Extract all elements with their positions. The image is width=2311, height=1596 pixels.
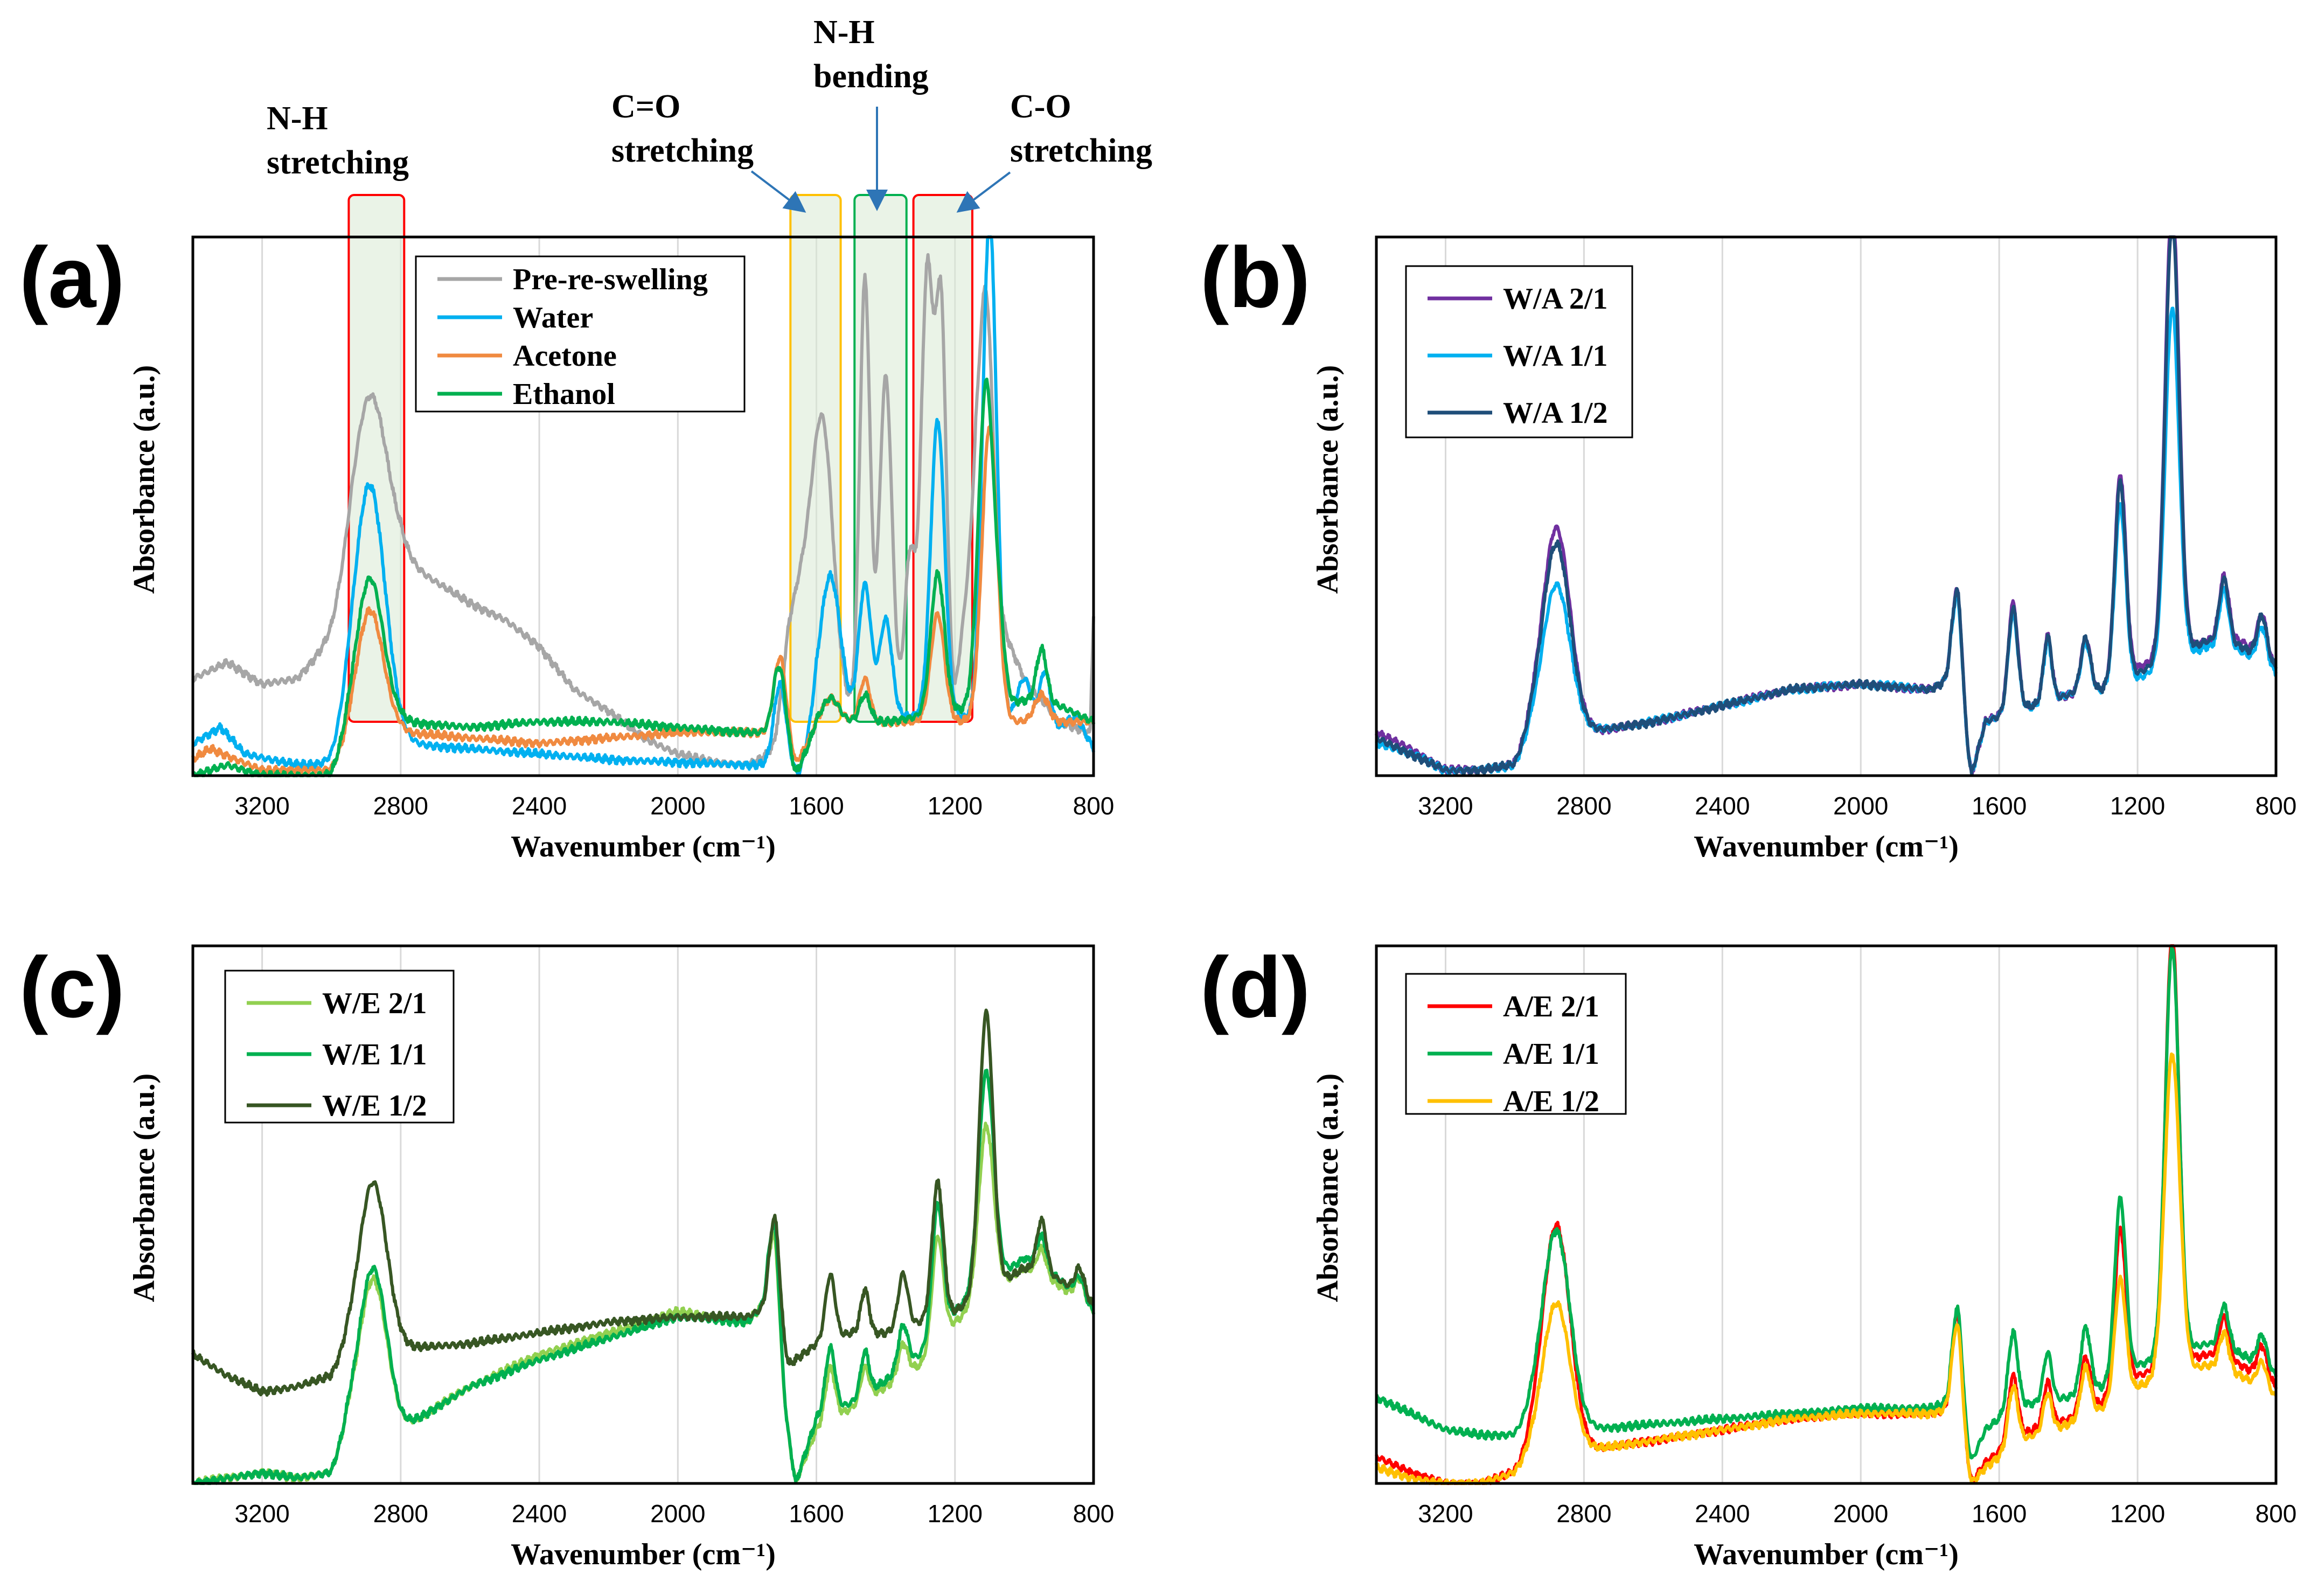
series-line-d-2 bbox=[1375, 946, 2278, 1460]
x-tick-label-d-3200: 3200 bbox=[1418, 1500, 1473, 1528]
annotation-3-line-1: N-H bbox=[813, 14, 875, 51]
legend-d: A/E 2/1 A/E 1/1 A/E 1/2 bbox=[1405, 973, 1627, 1118]
x-tick-label-d-1200: 1200 bbox=[2110, 1500, 2165, 1528]
legend-label-a-3: Acetone bbox=[513, 339, 617, 373]
x-tick-label-a-1200: 1200 bbox=[928, 792, 983, 820]
annotation-4-line-2: stretching bbox=[1010, 133, 1152, 169]
x-axis-title-c: Wavenumber (cm⁻¹) bbox=[511, 1538, 776, 1571]
x-tick-label-c-2400: 2400 bbox=[512, 1500, 567, 1528]
series-line-a-3 bbox=[191, 424, 1095, 777]
annotation-1-line-2: stretching bbox=[267, 144, 409, 181]
series-line-d-3 bbox=[1375, 1052, 2278, 1485]
plot-frame-c bbox=[191, 944, 1095, 1485]
x-tick-label-c-2800: 2800 bbox=[373, 1500, 428, 1528]
annotation-3-line-2: bending bbox=[813, 58, 929, 95]
x-tick-label-b-2400: 2400 bbox=[1695, 792, 1750, 820]
x-tick-label-a-1600: 1600 bbox=[789, 792, 844, 820]
legend-box-b bbox=[1405, 265, 1633, 438]
x-tick-label-c-2000: 2000 bbox=[650, 1500, 705, 1528]
panel-letter-d: (d) bbox=[1200, 939, 1310, 1035]
x-tick-label-d-1600: 1600 bbox=[1972, 1500, 2027, 1528]
legend-label-c-2: W/E 1/1 bbox=[322, 1038, 427, 1071]
plot-frame-d bbox=[1375, 944, 2278, 1485]
panel-letter-c: (c) bbox=[19, 939, 125, 1035]
panel-a: 3200 2800 2400 2000 1600 1200 800 Wavenumber (c… bbox=[19, 14, 1152, 863]
series-line-a-1 bbox=[191, 253, 1095, 769]
legend-label-a-1: Pre-re-swelling bbox=[513, 263, 708, 296]
legend-box-a bbox=[415, 255, 746, 413]
panel-letter-b: (b) bbox=[1200, 229, 1310, 325]
panel-c: 3200 2800 2400 2000 1600 1200 800 Wavenumber (c… bbox=[19, 939, 1114, 1571]
x-axis-title-d: Wavenumber (cm⁻¹) bbox=[1694, 1538, 1959, 1571]
annotation-arrow-4 bbox=[956, 171, 1011, 213]
legend-b: W/A 2/1 W/A 1/1 W/A 1/2 bbox=[1405, 265, 1633, 438]
series-line-c-3 bbox=[191, 1008, 1095, 1397]
legend-box-c bbox=[224, 970, 455, 1124]
x-tick-label-d-2800: 2800 bbox=[1556, 1500, 1611, 1528]
y-axis-title-c: Absorbance (a.u.) bbox=[128, 1074, 161, 1302]
x-tick-label-c-1600: 1600 bbox=[789, 1500, 844, 1528]
y-axis-title-d: Absorbance (a.u.) bbox=[1311, 1074, 1345, 1302]
x-tick-label-d-800: 800 bbox=[2256, 1500, 2297, 1528]
x-tick-label-b-1200: 1200 bbox=[2110, 792, 2165, 820]
x-tick-label-c-3200: 3200 bbox=[234, 1500, 289, 1528]
x-tick-label-d-2000: 2000 bbox=[1833, 1500, 1888, 1528]
x-tick-label-a-2800: 2800 bbox=[373, 792, 428, 820]
x-tick-label-a-2000: 2000 bbox=[650, 792, 705, 820]
highlight-box-1 bbox=[347, 194, 406, 723]
legend-label-b-3: W/A 1/2 bbox=[1503, 396, 1607, 430]
plot-frame-a bbox=[191, 235, 1095, 777]
annotation-arrow-2 bbox=[750, 170, 806, 213]
highlight-box-2 bbox=[789, 194, 842, 723]
legend-label-c-1: W/E 2/1 bbox=[322, 987, 427, 1020]
x-tick-label-c-1200: 1200 bbox=[928, 1500, 983, 1528]
panel-d: 3200 2800 2400 2000 1600 1200 800 Wavenumber (c… bbox=[1200, 939, 2296, 1571]
x-tick-label-b-1600: 1600 bbox=[1972, 792, 2027, 820]
y-axis-title-b: Absorbance (a.u.) bbox=[1311, 365, 1345, 594]
x-tick-label-a-3200: 3200 bbox=[234, 792, 289, 820]
series-line-a-2 bbox=[192, 235, 1095, 777]
x-axis-title-a: Wavenumber (cm⁻¹) bbox=[511, 830, 776, 863]
x-tick-label-b-2800: 2800 bbox=[1556, 792, 1611, 820]
legend-a: Pre-re-swelling Water Acetone Ethanol bbox=[415, 255, 746, 413]
legend-label-d-2: A/E 1/1 bbox=[1503, 1037, 1599, 1071]
x-tick-label-b-800: 800 bbox=[2256, 792, 2297, 820]
legend-label-b-2: W/A 1/1 bbox=[1503, 339, 1607, 373]
annotations-a: N-H stretching C=O stretching N-H bending C-O s… bbox=[267, 14, 1152, 213]
legend-label-c-3: W/E 1/2 bbox=[322, 1089, 427, 1123]
annotation-4-line-1: C-O bbox=[1010, 88, 1071, 125]
annotation-2-line-1: C=O bbox=[611, 88, 680, 125]
legend-label-a-2: Water bbox=[513, 301, 593, 334]
annotation-2-line-2: stretching bbox=[611, 133, 754, 169]
legend-label-d-3: A/E 1/2 bbox=[1503, 1085, 1599, 1118]
legend-label-a-4: Ethanol bbox=[513, 378, 615, 411]
series-line-a-4 bbox=[191, 378, 1095, 777]
x-tick-label-b-3200: 3200 bbox=[1418, 792, 1473, 820]
series-line-b-3 bbox=[1375, 235, 2278, 776]
legend-label-b-1: W/A 2/1 bbox=[1503, 282, 1607, 316]
legend-c: W/E 2/1 W/E 1/1 W/E 1/2 bbox=[224, 970, 455, 1124]
panel-letter-a: (a) bbox=[19, 229, 125, 325]
plot-frame-b bbox=[1375, 235, 2278, 777]
x-tick-label-c-800: 800 bbox=[1073, 1500, 1115, 1528]
x-tick-label-b-2000: 2000 bbox=[1833, 792, 1888, 820]
panel-b: 3200 2800 2400 2000 1600 1200 800 Wavenumber (c… bbox=[1200, 229, 2296, 863]
x-tick-label-d-2400: 2400 bbox=[1695, 1500, 1750, 1528]
legend-box-d bbox=[1405, 973, 1627, 1115]
x-tick-label-a-800: 800 bbox=[1073, 792, 1115, 820]
x-tick-label-a-2400: 2400 bbox=[512, 792, 567, 820]
x-axis-title-b: Wavenumber (cm⁻¹) bbox=[1694, 830, 1959, 863]
annotation-1-line-1: N-H bbox=[267, 100, 328, 137]
y-axis-title-a: Absorbance (a.u.) bbox=[128, 365, 161, 594]
legend-label-d-1: A/E 2/1 bbox=[1503, 990, 1599, 1023]
